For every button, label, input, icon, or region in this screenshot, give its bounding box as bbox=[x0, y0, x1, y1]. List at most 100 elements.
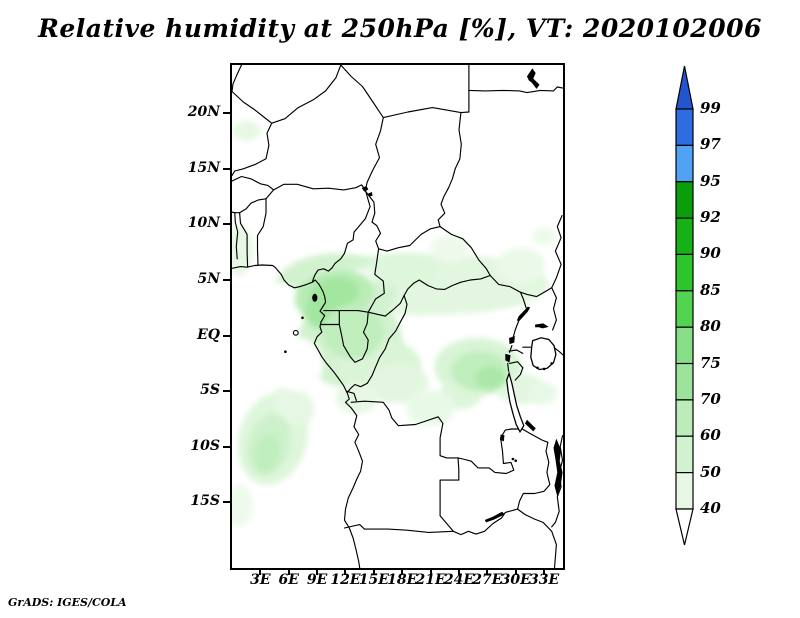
country-border-line bbox=[320, 310, 340, 326]
humidity-shading-blob bbox=[250, 282, 304, 332]
x-axis-tick-label: 6E bbox=[278, 572, 299, 588]
colorbar-tick-label: 80 bbox=[700, 317, 721, 336]
map-plot-area bbox=[232, 65, 563, 568]
lake bbox=[500, 434, 505, 442]
country-border-line bbox=[553, 347, 563, 356]
country-border-line bbox=[367, 248, 385, 313]
x-axis-tick bbox=[287, 569, 290, 575]
small-island-or-islet bbox=[536, 366, 539, 370]
country-border-line bbox=[350, 400, 459, 459]
colorbar-tick-label: 70 bbox=[700, 389, 721, 408]
country-border-line bbox=[232, 65, 273, 124]
humidity-shading-blob bbox=[272, 385, 315, 426]
country-border-line bbox=[345, 390, 357, 402]
x-axis-tick bbox=[429, 569, 432, 575]
y-axis-tick-label: 10S bbox=[190, 437, 220, 454]
x-axis-tick bbox=[372, 569, 375, 575]
country-border-line bbox=[265, 183, 366, 200]
x-axis-tick bbox=[543, 569, 546, 575]
colorbar-tick-label: 99 bbox=[700, 99, 721, 117]
lake bbox=[535, 323, 549, 329]
country-border-line bbox=[364, 190, 441, 252]
y-axis-tick bbox=[223, 501, 232, 504]
humidity-shading-blob bbox=[336, 382, 378, 414]
colorbar-tick-label: 92 bbox=[700, 208, 721, 227]
humidity-shading-blob bbox=[232, 120, 261, 141]
country-border-line bbox=[512, 320, 520, 338]
map-frame bbox=[230, 63, 565, 570]
x-axis-tick-label: 12E bbox=[330, 572, 361, 588]
humidity-shading-blob bbox=[322, 305, 384, 359]
humidity-shading-blob bbox=[532, 227, 556, 246]
y-axis-tick bbox=[223, 334, 232, 337]
x-axis-tick-label: 18E bbox=[387, 572, 418, 588]
country-border-line bbox=[271, 65, 342, 124]
colorbar-tick-label: 50 bbox=[700, 462, 721, 481]
lakes bbox=[284, 68, 563, 523]
country-border-line bbox=[510, 428, 551, 510]
humidity-shading-blob bbox=[430, 235, 469, 263]
colorbar-tick-label: 95 bbox=[700, 171, 721, 190]
humidity-shading-blob bbox=[366, 363, 429, 404]
colorbar-segment bbox=[675, 181, 694, 219]
colorbar-tick-label: 85 bbox=[700, 280, 721, 299]
y-axis-tick bbox=[223, 112, 232, 115]
lake bbox=[530, 337, 557, 371]
x-axis-tick-label: 15E bbox=[358, 572, 389, 588]
x-axis-tick-label: 21E bbox=[415, 572, 446, 588]
colorbar-segment bbox=[675, 435, 694, 474]
lake bbox=[553, 438, 563, 497]
x-axis-tick-label: 24E bbox=[443, 572, 475, 588]
y-axis-tick-label: 20N bbox=[187, 104, 220, 121]
lake bbox=[526, 68, 540, 89]
small-island-or-islet bbox=[301, 316, 304, 320]
lake bbox=[361, 185, 369, 192]
country-border-line bbox=[239, 198, 267, 214]
colorbar-tick-label: 97 bbox=[700, 135, 721, 154]
country-border-line bbox=[551, 435, 563, 528]
lake bbox=[517, 306, 531, 322]
country-border-line bbox=[403, 274, 491, 297]
y-axis-tick bbox=[223, 167, 232, 170]
humidity-shading-blob bbox=[254, 434, 280, 473]
country-border-line bbox=[551, 287, 557, 331]
x-axis-tick-label: 33E bbox=[529, 572, 560, 588]
lake bbox=[484, 511, 505, 523]
country-border-line bbox=[232, 122, 273, 176]
small-island-or-islet bbox=[550, 362, 553, 365]
country-border-line bbox=[338, 310, 386, 317]
colorbar-segment bbox=[675, 362, 694, 401]
humidity-shading-blob bbox=[497, 247, 545, 284]
y-axis-tick-label: 5S bbox=[200, 382, 220, 399]
y-axis-tick bbox=[223, 278, 232, 281]
y-axis-tick-label: EQ bbox=[197, 326, 220, 343]
country-border-line bbox=[346, 294, 408, 393]
y-axis-tick bbox=[223, 223, 232, 226]
country-border-line bbox=[384, 294, 405, 317]
small-island-or-islet bbox=[514, 459, 517, 463]
country-border-line bbox=[514, 367, 524, 381]
humidity-shading-blob bbox=[527, 382, 558, 405]
country-border-line bbox=[457, 428, 515, 475]
y-axis-tick bbox=[223, 445, 232, 448]
country-border-line bbox=[364, 117, 384, 191]
colorbar-segment bbox=[675, 290, 694, 328]
colorbar-segment bbox=[675, 472, 694, 510]
bioko-island bbox=[312, 293, 318, 302]
x-axis-tick bbox=[486, 569, 489, 575]
lake bbox=[505, 353, 511, 363]
x-axis-tick bbox=[457, 569, 460, 575]
y-axis-tick-label: 15N bbox=[187, 159, 220, 176]
colorbar-segment bbox=[675, 326, 694, 365]
humidity-shading-blob bbox=[364, 254, 440, 288]
lake bbox=[506, 371, 525, 434]
x-axis-tick-label: 27E bbox=[472, 572, 503, 588]
country-border-line bbox=[517, 508, 557, 568]
colorbar-segment bbox=[675, 217, 694, 256]
y-axis-tick-label: 5N bbox=[197, 270, 220, 287]
colorbar-segment bbox=[675, 253, 694, 292]
colorbar-tick-label: 60 bbox=[700, 426, 721, 445]
country-border-line bbox=[489, 274, 553, 298]
lake bbox=[509, 335, 515, 345]
